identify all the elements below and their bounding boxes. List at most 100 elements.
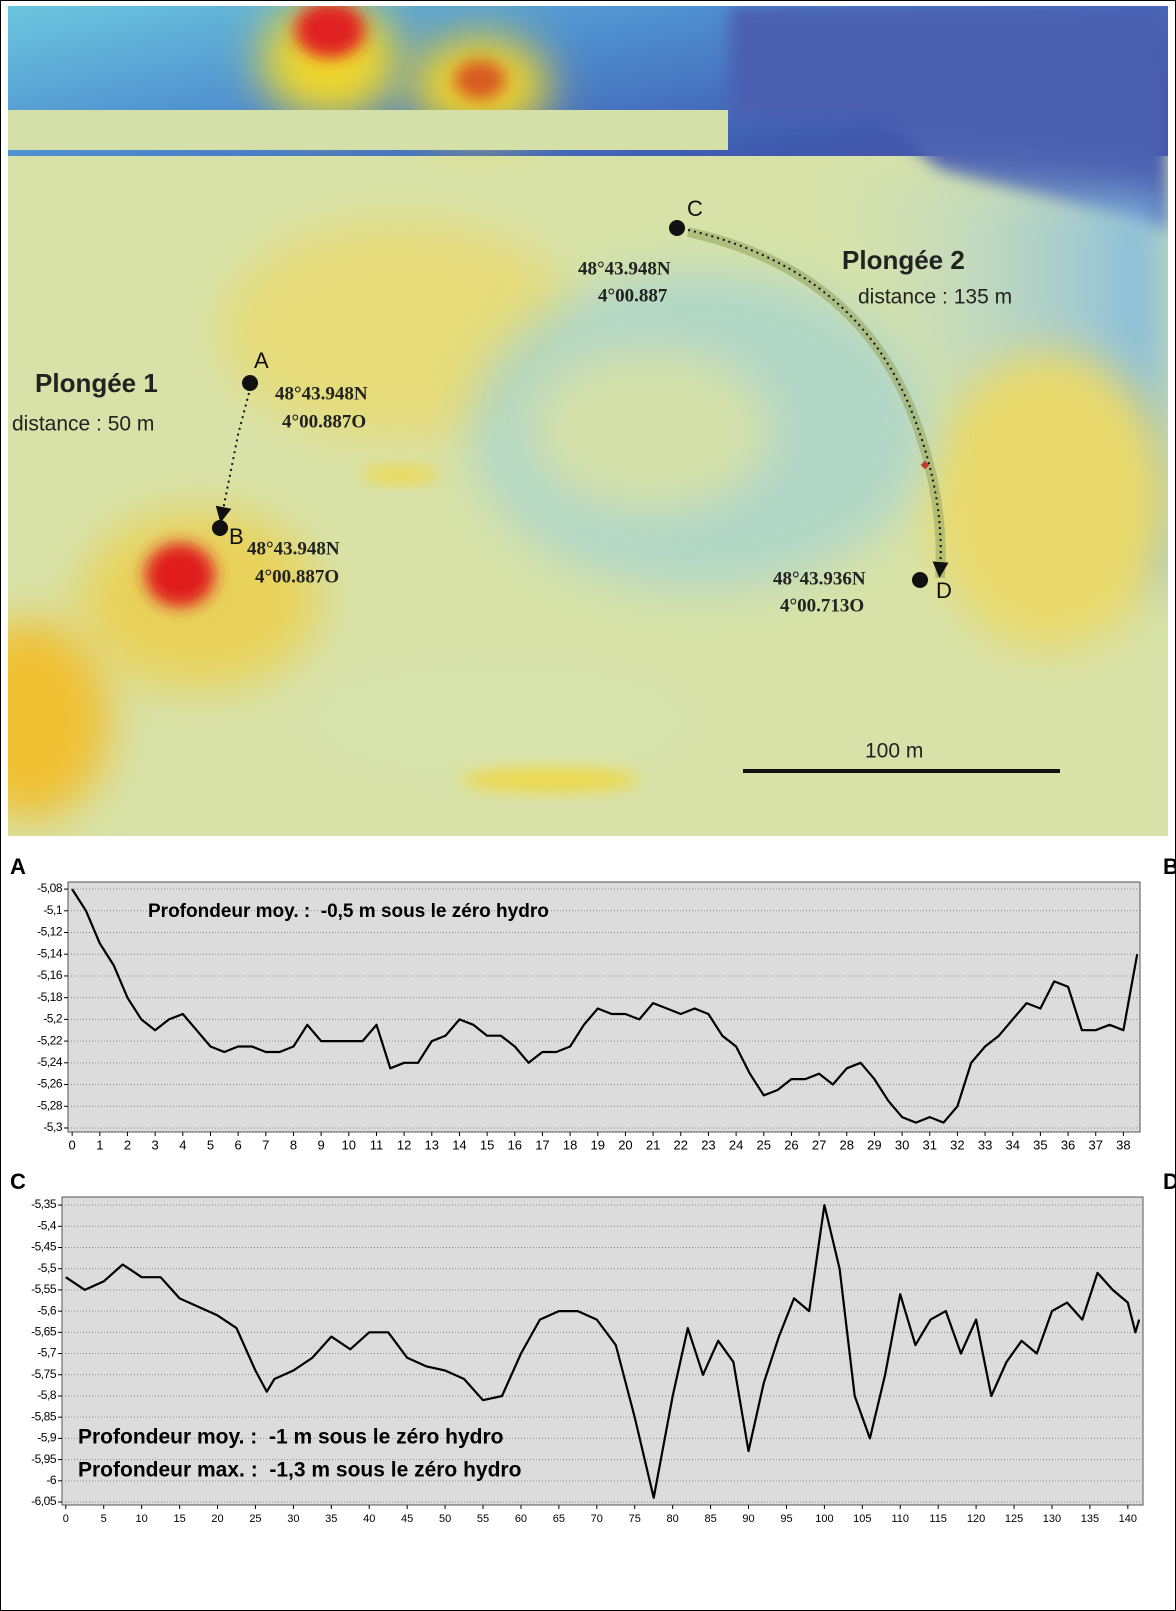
x-tick-label: 32 (950, 1137, 964, 1152)
x-tick-label: 5 (101, 1513, 107, 1525)
y-tick-label: -6,05 (31, 1494, 57, 1508)
x-tick-label: 25 (249, 1513, 261, 1525)
x-tick-label: 21 (646, 1137, 660, 1152)
x-tick-label: 23 (701, 1137, 715, 1152)
x-tick-label: 29 (867, 1137, 881, 1152)
x-tick-label: 11 (370, 1137, 384, 1152)
x-tick-label: 16 (508, 1137, 522, 1152)
x-tick-label: 19 (591, 1137, 605, 1152)
corner-label: C (10, 1169, 26, 1194)
point-marker (242, 375, 258, 391)
x-tick-label: 95 (780, 1513, 792, 1525)
x-tick-label: 15 (480, 1137, 494, 1152)
latitude: 48°43.948N (247, 538, 340, 559)
y-tick-label: -5,5 (37, 1261, 57, 1275)
x-tick-label: 85 (704, 1513, 716, 1525)
x-tick-label: 27 (812, 1137, 826, 1152)
y-tick-label: -5,12 (37, 925, 63, 939)
y-tick-label: -5,3 (43, 1120, 63, 1134)
latitude: 48°43.948N (275, 383, 368, 404)
point-label: A (254, 348, 269, 373)
x-tick-label: 65 (553, 1513, 565, 1525)
dive-title: Plongée 1 (35, 368, 158, 398)
x-tick-label: 20 (618, 1137, 632, 1152)
x-tick-label: 24 (729, 1137, 743, 1152)
y-tick-label: -5,16 (37, 968, 63, 982)
x-tick-label: 10 (342, 1137, 356, 1152)
x-tick-label: 35 (325, 1513, 337, 1525)
x-tick-label: 110 (891, 1513, 909, 1525)
longitude: 4°00.887 (598, 285, 668, 306)
y-tick-label: -5,95 (31, 1452, 57, 1466)
x-tick-label: 37 (1089, 1137, 1103, 1152)
y-tick-label: -5,6 (37, 1303, 57, 1317)
x-tick-label: 125 (1005, 1513, 1023, 1525)
y-tick-label: -5,7 (37, 1346, 57, 1360)
y-tick-label: -5,75 (31, 1367, 57, 1381)
x-tick-label: 105 (853, 1513, 871, 1525)
y-tick-label: -5,24 (37, 1055, 63, 1069)
x-tick-label: 80 (667, 1513, 679, 1525)
x-tick-label: 38 (1116, 1137, 1130, 1152)
y-tick-label: -5,85 (31, 1409, 57, 1423)
x-tick-label: 13 (425, 1137, 439, 1152)
latitude: 48°43.936N (773, 568, 866, 589)
y-tick-label: -5,28 (37, 1098, 63, 1112)
dive-distance: distance : 50 m (12, 413, 154, 436)
x-tick-label: 9 (318, 1137, 325, 1152)
longitude: 4°00.887O (255, 566, 339, 587)
y-tick-label: -5,18 (37, 990, 63, 1004)
x-tick-label: 3 (152, 1137, 159, 1152)
annotation: Profondeur max. : -1,3 m sous le zéro hy… (78, 1459, 521, 1482)
x-tick-label: 40 (363, 1513, 375, 1525)
y-tick-label: -5,4 (37, 1218, 57, 1232)
scale-label: 100 m (865, 740, 923, 763)
y-tick-label: -5,08 (37, 881, 63, 895)
x-tick-label: 120 (967, 1513, 985, 1525)
y-tick-label: -5,9 (37, 1431, 57, 1445)
x-tick-label: 22 (674, 1137, 688, 1152)
dive-distance: distance : 135 m (858, 286, 1012, 309)
annotation: Profondeur moy. : -1 m sous le zéro hydr… (78, 1426, 504, 1449)
point-marker (669, 220, 685, 236)
y-tick-label: -5,1 (43, 903, 63, 917)
x-tick-label: 90 (742, 1513, 754, 1525)
x-tick-label: 30 (287, 1513, 299, 1525)
x-tick-label: 55 (477, 1513, 489, 1525)
x-tick-label: 14 (452, 1137, 466, 1152)
x-tick-label: 15 (173, 1513, 185, 1525)
x-tick-label: 25 (757, 1137, 771, 1152)
y-tick-label: -5,2 (43, 1012, 63, 1026)
x-tick-label: 135 (1081, 1513, 1099, 1525)
x-tick-label: 30 (895, 1137, 909, 1152)
y-tick-label: -5,26 (37, 1077, 63, 1091)
x-tick-label: 130 (1043, 1513, 1061, 1525)
x-tick-label: 50 (439, 1513, 451, 1525)
x-tick-label: 75 (629, 1513, 641, 1525)
x-tick-label: 33 (978, 1137, 992, 1152)
y-tick-label: -5,22 (37, 1033, 63, 1047)
point-label: B (229, 524, 244, 549)
point-marker (912, 572, 928, 588)
latitude: 48°43.948N (578, 258, 671, 279)
corner-label: D (1163, 1169, 1176, 1194)
x-tick-label: 31 (923, 1137, 937, 1152)
x-tick-label: 0 (63, 1513, 69, 1525)
y-tick-label: -5,55 (31, 1282, 57, 1296)
x-tick-label: 5 (207, 1137, 214, 1152)
map (0, 0, 1170, 836)
x-tick-label: 0 (69, 1137, 76, 1152)
x-tick-label: 140 (1119, 1513, 1137, 1525)
longitude: 4°00.713O (780, 595, 864, 616)
x-tick-label: 36 (1061, 1137, 1075, 1152)
x-tick-label: 60 (515, 1513, 527, 1525)
dive-title: Plongée 2 (842, 245, 965, 275)
x-tick-label: 34 (1006, 1137, 1020, 1152)
corner-label: B (1163, 854, 1176, 879)
point-label: D (936, 578, 952, 603)
annotation: Profondeur moy. : -0,5 m sous le zéro hy… (148, 901, 549, 922)
x-tick-label: 45 (401, 1513, 413, 1525)
x-tick-label: 7 (262, 1137, 269, 1152)
y-tick-label: -5,35 (31, 1197, 57, 1211)
y-tick-label: -5,65 (31, 1325, 57, 1339)
